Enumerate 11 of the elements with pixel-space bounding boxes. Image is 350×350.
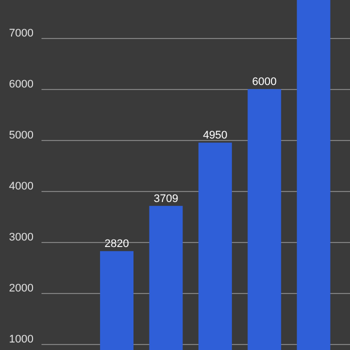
y-tick-label: 7000 [9,28,34,40]
data-label: 6000 [252,76,277,88]
y-tick-label: 2000 [9,282,34,294]
data-label: 3709 [154,192,178,205]
y-tick-label: 3000 [9,231,34,244]
y-tick-label: 6000 [9,78,34,91]
y-tick-label: 4000 [9,180,34,193]
data-label: 4950 [202,130,228,142]
y-tick-label: 5000 [9,130,34,142]
y-tick-label: 1000 [9,333,34,346]
data-label: 2820 [104,238,130,250]
